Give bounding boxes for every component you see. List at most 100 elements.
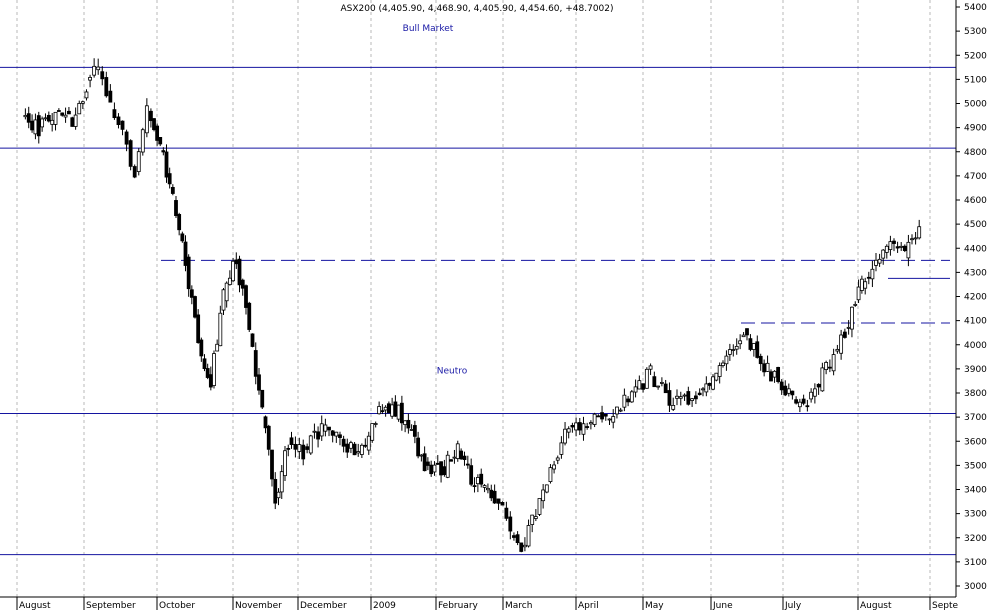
candle-body-59 [227,277,232,286]
candle-body-200 [724,355,729,365]
x-month-label-6: February [438,601,479,610]
candle-body-118 [429,464,434,475]
candle-body-75 [279,471,284,493]
candle-body-153 [552,464,556,470]
x-month-label-12: August [860,601,892,610]
candle-body-5 [40,118,45,128]
candle-body-206 [745,328,749,336]
candle-body-76 [283,450,287,477]
x-month-label-5: 2009 [373,601,396,610]
candle-body-98 [363,444,368,447]
candle-body-146 [526,525,531,547]
candle-body-167 [603,413,608,417]
candle-body-179 [648,365,653,370]
candle-body-90 [334,431,339,437]
candle-body-120 [435,462,440,465]
candle-body-33 [144,105,149,134]
candle-body-214 [772,370,777,378]
chart-title: ASX200 (4,405.90, 4,468.90, 4,405.90, 4,… [340,4,613,14]
candle-body-19 [88,77,92,81]
annotation-neutro: Neutro [437,367,468,377]
candle-body-30 [132,166,137,178]
y-tick-label-2: 3200 [964,534,987,544]
candle-body-180 [652,376,657,388]
candle-body-105 [386,403,391,414]
candle-body-208 [751,343,756,350]
candle-body-220 [794,399,799,404]
candle-body-130 [469,465,474,485]
candle-body-65 [247,302,252,330]
x-month-label-9: May [645,601,664,610]
y-tick-label-12: 4200 [964,293,987,303]
candle-body-54 [212,353,216,386]
candle-body-150 [541,489,546,502]
candle-body-148 [533,516,538,519]
x-month-label-13: Septe [932,601,958,610]
candle-body-143 [515,534,520,544]
axes [0,0,957,598]
candle-body-203 [734,345,739,350]
candle-body-224 [809,391,814,400]
candle-body-89 [330,430,335,436]
candle-body-72 [270,449,274,480]
candle-body-95 [352,443,357,456]
candle-body-48 [193,296,197,318]
candle-body-236 [853,303,858,306]
candle-body-2 [30,120,34,131]
candle-body-140 [504,507,509,519]
candle-body-137 [492,490,497,504]
x-month-label-10: June [712,601,733,610]
candle-body-116 [422,453,427,472]
candle-body-27 [120,120,125,130]
y-tick-labels: 3000 3100 3200 3300 3400 3500 3600 3700 3800 3900… [956,3,987,592]
candle-body-22 [100,71,105,80]
candle-body-191 [693,395,698,400]
y-tick-label-10: 4000 [964,341,987,351]
candle-body-117 [425,461,430,466]
candle-body-135 [486,487,490,491]
candle-body-42 [174,200,178,216]
candle-body-37 [158,137,163,145]
candle-body-152 [548,467,553,482]
candle-body-176 [637,380,642,390]
y-tick-label-24: 5400 [964,3,987,13]
candle-body-26 [116,116,121,126]
candle-body-31 [136,151,141,172]
y-tick-label-19: 4900 [964,124,987,134]
candle-body-235 [850,306,854,330]
candle-body-225 [812,388,817,397]
candle-body-250 [902,245,907,251]
candle-body-144 [519,542,524,552]
candle-body-242 [874,259,878,266]
candle-body-49 [196,314,201,343]
candle-body-94 [349,442,353,449]
candle-body-212 [765,362,770,372]
candle-body-221 [797,401,802,408]
candle-body-63 [240,279,245,289]
candle-body-245 [884,245,889,253]
candle-body-110 [403,420,408,426]
candle-body-145 [523,544,527,548]
candle-body-39 [164,151,169,178]
candle-body-78 [289,437,294,445]
y-tick-label-23: 5300 [964,27,987,37]
candle-body-173 [626,398,631,403]
x-month-label-11: July [784,601,802,610]
candle-body-43 [177,214,182,231]
candle-body-20 [92,65,97,76]
candle-body-3 [33,119,38,135]
candle-body-170 [615,406,619,415]
candle-body-241 [870,268,875,280]
candle-body-239 [863,281,868,289]
candle-body-102 [377,406,382,415]
candle-body-115 [419,454,424,457]
candle-body-15 [73,114,78,127]
x-month-label-7: March [505,601,532,610]
candle-body-151 [544,484,549,493]
candle-body-119 [432,464,437,473]
candle-body-74 [276,491,281,499]
candle-body-133 [479,473,484,485]
candle-body-32 [140,129,145,153]
candle-body-238 [859,278,864,291]
